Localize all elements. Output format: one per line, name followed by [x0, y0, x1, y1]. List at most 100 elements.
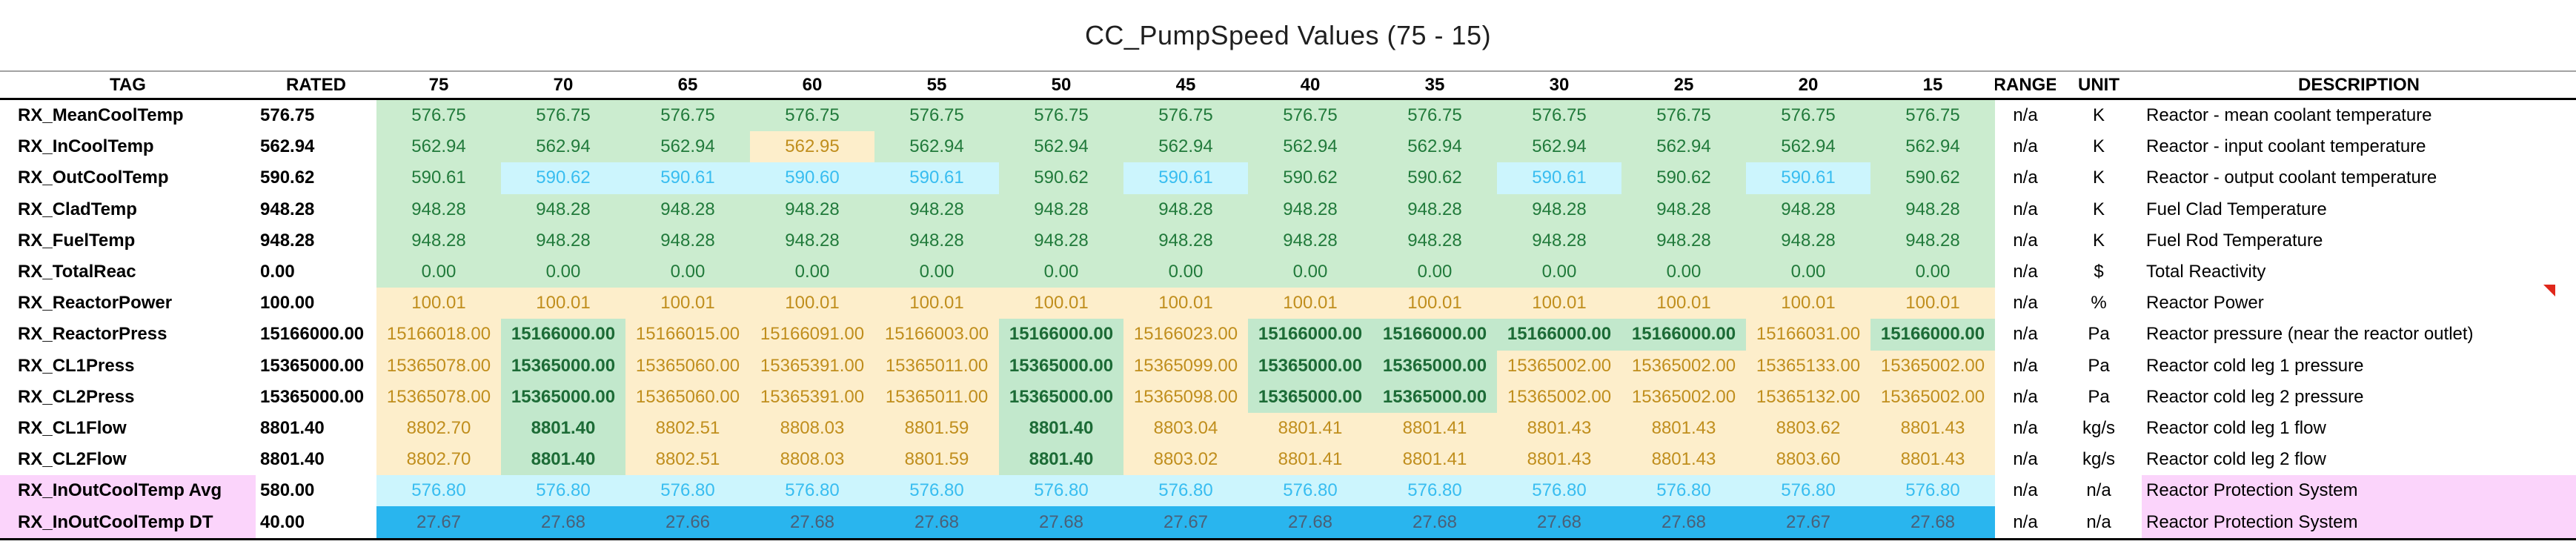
value-cell[interactable]: 590.62 — [501, 162, 625, 194]
value-cell[interactable]: 590.61 — [1746, 162, 1870, 194]
value-cell[interactable]: 27.68 — [750, 506, 874, 538]
value-cell[interactable]: 8801.40 — [501, 412, 625, 445]
rated-cell[interactable]: 15365000.00 — [260, 355, 365, 376]
header-75[interactable]: 75 — [376, 72, 501, 100]
value-cell[interactable]: 100.01 — [625, 288, 750, 319]
value-cell[interactable]: 562.94 — [1497, 131, 1621, 163]
value-cell[interactable]: 0.00 — [1497, 256, 1621, 288]
value-cell[interactable]: 27.68 — [1870, 506, 1995, 538]
range-cell[interactable]: n/a — [2013, 511, 2038, 532]
header-70[interactable]: 70 — [501, 72, 625, 100]
value-cell[interactable]: 15365002.00 — [1870, 350, 1995, 382]
value-cell[interactable]: 576.75 — [625, 100, 750, 132]
range-cell[interactable]: n/a — [2013, 449, 2038, 470]
tag-cell[interactable]: RX_InCoolTemp — [18, 136, 154, 157]
rated-cell[interactable]: 576.75 — [260, 105, 315, 126]
value-cell[interactable]: 590.62 — [1870, 162, 1995, 194]
value-cell[interactable]: 15365000.00 — [999, 350, 1123, 382]
header-unit[interactable]: UNIT — [2056, 72, 2142, 100]
value-cell[interactable]: 8801.41 — [1248, 444, 1372, 476]
tag-cell[interactable]: RX_OutCoolTemp — [18, 168, 169, 188]
value-cell[interactable]: 590.62 — [1621, 162, 1746, 194]
value-cell[interactable]: 562.94 — [1123, 131, 1248, 163]
value-cell[interactable]: 948.28 — [999, 193, 1123, 225]
header-55[interactable]: 55 — [874, 72, 999, 100]
value-cell[interactable]: 562.94 — [501, 131, 625, 163]
description-cell[interactable]: Fuel Rod Temperature — [2146, 230, 2323, 251]
header-25[interactable]: 25 — [1621, 72, 1746, 100]
header-50[interactable]: 50 — [999, 72, 1123, 100]
header-40[interactable]: 40 — [1248, 72, 1372, 100]
description-cell[interactable]: Reactor cold leg 2 pressure — [2146, 386, 2364, 407]
value-cell[interactable]: 8808.03 — [750, 412, 874, 445]
value-cell[interactable]: 576.80 — [1870, 475, 1995, 507]
value-cell[interactable]: 948.28 — [1372, 193, 1497, 225]
value-cell[interactable]: 562.94 — [1248, 131, 1372, 163]
description-cell[interactable]: Reactor - input coolant temperature — [2146, 136, 2426, 157]
value-cell[interactable]: 576.80 — [1497, 475, 1621, 507]
value-cell[interactable]: 0.00 — [999, 256, 1123, 288]
value-cell[interactable]: 948.28 — [999, 225, 1123, 256]
value-cell[interactable]: 576.75 — [1123, 100, 1248, 132]
range-cell[interactable]: n/a — [2013, 105, 2038, 126]
range-cell[interactable]: n/a — [2013, 168, 2038, 188]
value-cell[interactable]: 15365078.00 — [376, 350, 501, 382]
value-cell[interactable]: 15166000.00 — [1248, 319, 1372, 351]
range-cell[interactable]: n/a — [2013, 417, 2038, 438]
value-cell[interactable]: 8801.43 — [1870, 412, 1995, 445]
value-cell[interactable]: 27.68 — [999, 506, 1123, 538]
tag-cell[interactable]: RX_CL1Flow — [18, 417, 127, 438]
value-cell[interactable]: 8801.59 — [874, 412, 999, 445]
value-cell[interactable]: 15365000.00 — [1248, 350, 1372, 382]
value-cell[interactable]: 8801.40 — [501, 444, 625, 476]
value-cell[interactable]: 100.01 — [1746, 288, 1870, 319]
description-cell[interactable]: Reactor - output coolant temperature — [2146, 168, 2437, 188]
value-cell[interactable]: 15365002.00 — [1870, 381, 1995, 413]
value-cell[interactable]: 948.28 — [501, 193, 625, 225]
unit-cell[interactable]: Pa — [2088, 386, 2110, 407]
value-cell[interactable]: 27.68 — [1621, 506, 1746, 538]
range-cell[interactable]: n/a — [2013, 262, 2038, 282]
value-cell[interactable]: 8801.43 — [1621, 412, 1746, 445]
value-cell[interactable]: 100.01 — [1372, 288, 1497, 319]
value-cell[interactable]: 100.01 — [1621, 288, 1746, 319]
header-45[interactable]: 45 — [1123, 72, 1248, 100]
value-cell[interactable]: 15365000.00 — [501, 381, 625, 413]
unit-cell[interactable]: % — [2091, 293, 2107, 314]
value-cell[interactable]: 8808.03 — [750, 444, 874, 476]
value-cell[interactable]: 27.67 — [1123, 506, 1248, 538]
value-cell[interactable]: 576.75 — [1372, 100, 1497, 132]
value-cell[interactable]: 948.28 — [501, 225, 625, 256]
tag-cell[interactable]: RX_TotalReac — [18, 262, 136, 282]
value-cell[interactable]: 15365132.00 — [1746, 381, 1870, 413]
value-cell[interactable]: 948.28 — [874, 225, 999, 256]
value-cell[interactable]: 948.28 — [1248, 193, 1372, 225]
value-cell[interactable]: 8801.59 — [874, 444, 999, 476]
value-cell[interactable]: 100.01 — [1123, 288, 1248, 319]
value-cell[interactable]: 562.94 — [1621, 131, 1746, 163]
rated-cell[interactable]: 100.00 — [260, 293, 315, 314]
rated-cell[interactable]: 15365000.00 — [260, 386, 365, 407]
description-cell[interactable]: Reactor cold leg 1 pressure — [2146, 355, 2364, 376]
value-cell[interactable]: 562.94 — [1746, 131, 1870, 163]
value-cell[interactable]: 15166023.00 — [1123, 319, 1248, 351]
header-35[interactable]: 35 — [1372, 72, 1497, 100]
rated-cell[interactable]: 8801.40 — [260, 417, 325, 438]
value-cell[interactable]: 576.75 — [874, 100, 999, 132]
value-cell[interactable]: 8801.43 — [1497, 412, 1621, 445]
header-20[interactable]: 20 — [1746, 72, 1870, 100]
value-cell[interactable]: 590.62 — [1248, 162, 1372, 194]
value-cell[interactable]: 948.28 — [376, 225, 501, 256]
header-range[interactable]: RANGE — [1995, 72, 2056, 100]
tag-cell[interactable]: RX_CL1Press — [18, 355, 135, 376]
value-cell[interactable]: 15166000.00 — [999, 319, 1123, 351]
range-cell[interactable]: n/a — [2013, 324, 2038, 345]
value-cell[interactable]: 100.01 — [501, 288, 625, 319]
value-cell[interactable]: 576.75 — [1497, 100, 1621, 132]
value-cell[interactable]: 27.67 — [1746, 506, 1870, 538]
value-cell[interactable]: 100.01 — [1248, 288, 1372, 319]
value-cell[interactable]: 562.94 — [874, 131, 999, 163]
description-cell[interactable]: Reactor Power — [2146, 293, 2264, 314]
value-cell[interactable]: 27.68 — [501, 506, 625, 538]
value-cell[interactable]: 576.75 — [1621, 100, 1746, 132]
